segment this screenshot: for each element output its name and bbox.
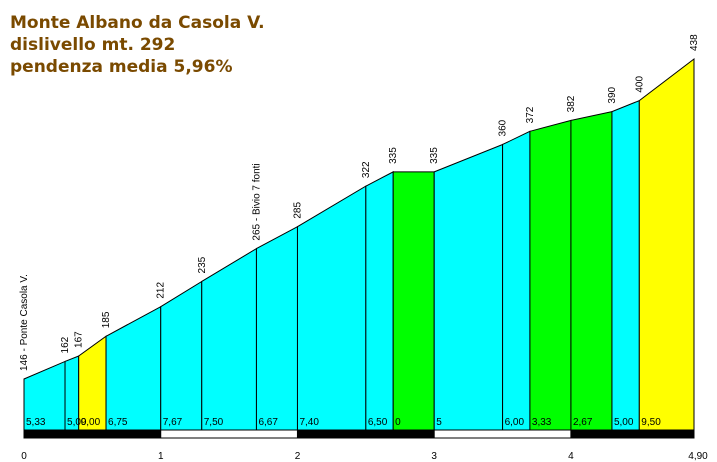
profile-segment <box>201 247 257 431</box>
gradient-label: 5,00 <box>67 417 87 428</box>
chart-subtitle-elevation-gain: dislivello mt. 292 <box>10 35 176 55</box>
gradient-label: 7,40 <box>299 417 319 428</box>
gradient-label: 9,50 <box>641 417 661 428</box>
chart-title: Monte Albano da Casola V. <box>10 13 265 33</box>
x-tick-label: 4 <box>568 451 574 462</box>
gradient-label: 6,75 <box>108 417 128 428</box>
chart-title-block: Monte Albano da Casola V. dislivello mt.… <box>10 12 265 78</box>
elevation-label: 372 <box>525 106 536 123</box>
elevation-label: 400 <box>634 76 645 93</box>
profile-segment <box>296 185 367 431</box>
elevation-labels: 146 - Ponte Casola V. 162 167 185 212 235 265 … <box>19 34 700 371</box>
elevation-label: 146 - Ponte Casola V. <box>19 274 30 371</box>
km-bar-segment <box>160 429 298 439</box>
x-tick-label: 1 <box>158 451 164 462</box>
km-bar-segment <box>296 429 435 439</box>
x-tick-label: 3 <box>431 451 437 462</box>
x-tick-label: 4,90 <box>688 451 708 462</box>
km-bar-segment <box>570 429 695 439</box>
x-tick-label: 0 <box>21 451 27 462</box>
elevation-label: 335 <box>429 147 440 164</box>
profile-segment <box>638 57 695 431</box>
gradient-label: 6,50 <box>368 417 388 428</box>
km-bar-segment <box>433 429 572 439</box>
gradient-label: 2,67 <box>573 417 593 428</box>
profile-segment <box>160 280 203 431</box>
profile-segment <box>255 225 298 431</box>
profile-segment <box>78 335 107 431</box>
km-bar <box>23 429 695 439</box>
gradient-label: 7,67 <box>163 417 183 428</box>
elevation-label: 322 <box>361 161 372 178</box>
profile-segment <box>433 143 504 431</box>
x-tick-label: 2 <box>295 451 301 462</box>
elevation-label: 382 <box>566 95 577 112</box>
gradient-label: 3,33 <box>532 417 552 428</box>
profile-segment <box>570 110 613 431</box>
elevation-label: 390 <box>607 86 618 103</box>
elevation-label: 235 <box>197 256 208 273</box>
gradient-label: 5,33 <box>26 417 46 428</box>
profile-segment <box>365 171 394 431</box>
gradient-labels: 5,33 5,009,00 6,75 7,67 7,50 6,67 7,40 6,50 0 5 6,… <box>26 417 661 428</box>
gradient-label: 6,67 <box>258 417 278 428</box>
elevation-label: 438 <box>689 34 700 51</box>
km-bar-segment <box>23 429 162 439</box>
profile-segment <box>611 99 640 431</box>
gradient-label: 6,00 <box>505 417 525 428</box>
profile-segment <box>502 130 531 431</box>
elevation-label: 185 <box>101 311 112 328</box>
gradient-label: 5 <box>436 417 442 428</box>
elevation-label: 265 - Bivio 7 fonti <box>251 163 262 240</box>
gradient-label: 5,00 <box>614 417 634 428</box>
elevation-label: 335 <box>388 147 399 164</box>
profile-segment <box>105 305 162 431</box>
chart-subtitle-average-gradient: pendenza media 5,96% <box>10 57 233 77</box>
profile-segments <box>23 57 695 431</box>
elevation-label: 212 <box>156 282 167 299</box>
gradient-label: 7,50 <box>204 417 224 428</box>
gradient-label: 0 <box>395 417 401 428</box>
profile-segment <box>529 119 572 431</box>
profile-segment <box>392 171 435 431</box>
elevation-label: 167 <box>74 331 85 348</box>
elevation-label: 285 <box>292 202 303 219</box>
elevation-label: 162 <box>60 336 71 353</box>
elevation-label: 360 <box>498 119 509 136</box>
gradient-label: 9,00 <box>81 417 101 428</box>
x-axis-tick-labels: 0 1 2 3 4 4,90 <box>21 451 708 462</box>
